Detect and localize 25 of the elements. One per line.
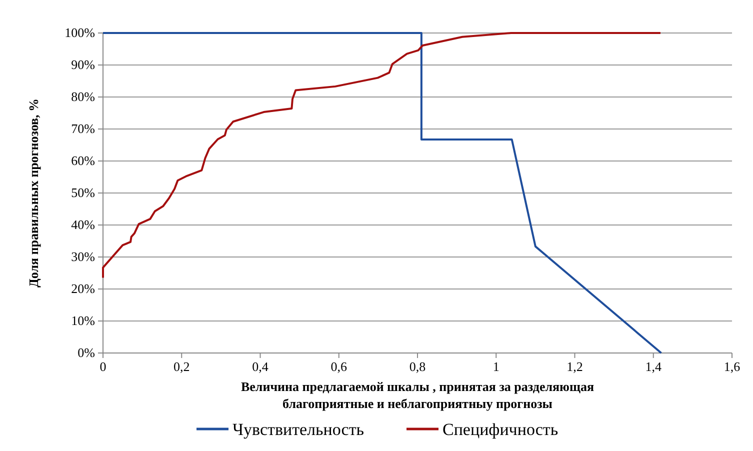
x-tick-label: 0,6: [330, 359, 348, 374]
legend-label: Специфичность: [442, 420, 558, 439]
y-tick-label: 60%: [71, 153, 96, 168]
y-tick-label: 100%: [64, 25, 96, 40]
y-tick-label: 50%: [71, 185, 96, 200]
y-tick-label: 30%: [71, 249, 96, 264]
x-tick-label: 0: [100, 359, 106, 374]
x-axis-title: Величина предлагаемой шкалы , принятая за разделяющая благоприятные и неблагоприятныу прогнозы: [240, 379, 594, 411]
y-tick-label: 90%: [71, 57, 96, 72]
y-tick-label: 0%: [78, 345, 96, 360]
x-tick-label: 0,2: [174, 359, 190, 374]
line-series: [102, 32, 662, 279]
x-tick-label: 1,4: [645, 359, 662, 374]
x-tick-label: 0,8: [409, 359, 426, 374]
y-tick-label: 80%: [71, 89, 96, 104]
y-tick-label: 10%: [71, 313, 96, 328]
legend-label: Чувствительность: [232, 420, 364, 439]
x-tick-label: 1,2: [566, 359, 583, 374]
y-tick-label: 20%: [71, 281, 96, 296]
y-axis-title: Доля правильных прогнозов, %: [26, 98, 41, 288]
y-tick-label: 40%: [71, 217, 96, 232]
y-tick-label: 70%: [71, 121, 96, 136]
x-tick-label: 0,4: [252, 359, 269, 374]
x-tick-label: 1: [492, 359, 500, 374]
x-tick-label: 1,6: [724, 359, 741, 374]
